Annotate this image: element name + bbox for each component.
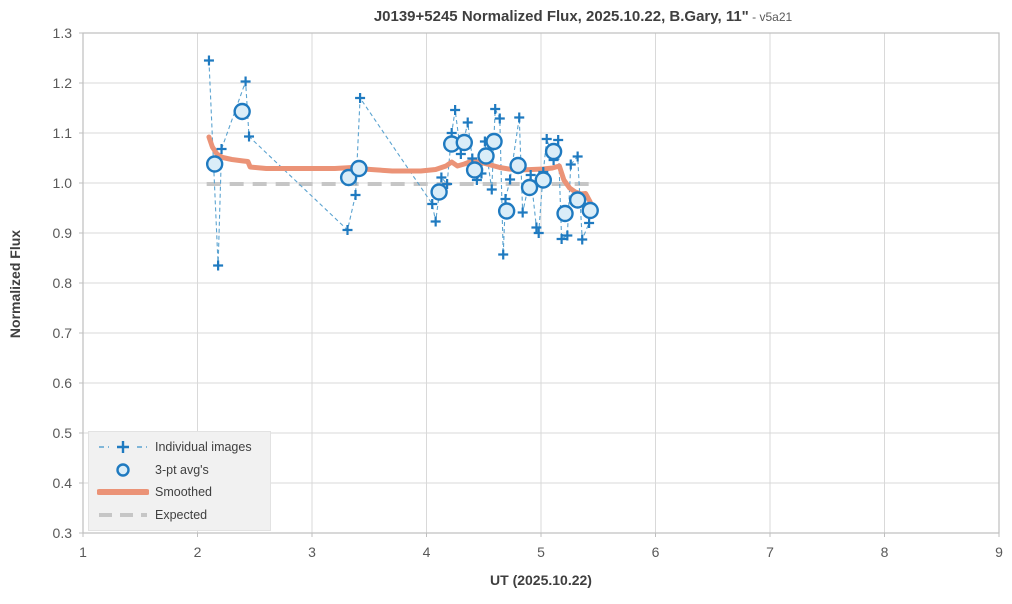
individual-image-marker [240, 76, 251, 87]
y-tick-label: 1.0 [53, 175, 73, 191]
three-pt-avg-marker [205, 155, 224, 173]
individual-image-marker [565, 159, 576, 170]
individual-image-marker [494, 113, 505, 124]
gray-dash-legend-icon [97, 506, 149, 524]
individual-image-marker [514, 112, 525, 123]
x-tick-label: 2 [194, 544, 202, 560]
individual-image-marker [427, 199, 438, 209]
three-pt-avg-marker [556, 204, 574, 223]
legend-item: 3-pt avg's [97, 459, 264, 482]
individual-image-marker [450, 105, 461, 115]
y-axis-title: Normalized Flux [7, 229, 23, 339]
individual-image-marker [213, 260, 224, 271]
x-tick-label: 3 [308, 544, 316, 560]
individual-image-marker [436, 172, 447, 183]
plus-dash-legend-icon [97, 438, 149, 456]
three-pt-avg-marker [233, 102, 251, 121]
individual-image-marker [350, 190, 361, 200]
individual-image-marker [584, 218, 595, 228]
individual-image-marker [533, 228, 544, 238]
three-pt-avg-marker [544, 142, 563, 161]
individual-image-marker [562, 230, 573, 241]
y-tick-label: 0.6 [53, 375, 73, 391]
three-pt-avg-marker [509, 156, 527, 175]
y-tick-label: 0.4 [53, 475, 73, 491]
chart-title: J0139+5245 Normalized Flux, 2025.10.22, … [166, 8, 1000, 25]
legend-item: Individual images [97, 436, 264, 459]
individual-image-marker [553, 135, 564, 145]
three-pt-avg-marker [455, 133, 473, 152]
three-pt-avg-marker [350, 159, 368, 178]
y-tick-label: 0.9 [53, 225, 73, 241]
legend: Individual images 3-pt avg's Smoothed Expec… [88, 431, 271, 531]
individual-image-marker [500, 194, 511, 204]
series-individual-line [208, 60, 590, 266]
y-tick-label: 0.5 [53, 425, 73, 441]
individual-image-marker [486, 184, 497, 195]
legend-item: Smoothed [96, 481, 264, 504]
three-pt-avg-marker [534, 171, 552, 189]
x-tick-label: 4 [423, 544, 431, 560]
y-tick-label: 0.8 [53, 275, 73, 291]
open-circle-legend-icon [97, 461, 149, 479]
individual-image-marker [572, 151, 583, 162]
individual-image-marker [244, 131, 255, 142]
individual-image-marker [498, 249, 509, 260]
individual-image-marker [531, 222, 542, 233]
three-pt-avg-marker [477, 147, 495, 165]
individual-image-marker [490, 104, 501, 114]
series-smoothed-line [206, 134, 593, 205]
x-tick-label: 6 [652, 544, 660, 560]
thick-line-legend-icon [96, 483, 150, 501]
chart-title-version: - v5a21 [748, 10, 793, 24]
individual-image-marker [505, 174, 516, 185]
individual-image-marker [442, 179, 453, 189]
x-tick-label: 9 [995, 544, 1003, 560]
individual-image-marker [203, 55, 214, 66]
individual-image-marker [430, 216, 441, 227]
individual-image-marker [577, 234, 588, 245]
y-tick-label: 0.3 [53, 525, 73, 541]
y-tick-label: 0.7 [53, 325, 73, 341]
y-tick-label: 1.2 [53, 75, 73, 91]
three-pt-avg-marker [568, 191, 587, 209]
individual-image-marker [462, 117, 473, 128]
individual-image-marker [556, 234, 567, 244]
legend-item-label: 3-pt avg's [155, 462, 209, 477]
legend-item-label: Expected [155, 507, 208, 522]
individual-image-marker [342, 225, 353, 235]
x-tick-label: 7 [766, 544, 774, 560]
y-tick-label: 1.1 [53, 125, 73, 141]
legend-item: Expected [97, 504, 264, 527]
x-axis-title: UT (2025.10.22) [490, 572, 592, 588]
x-tick-label: 1 [79, 544, 87, 560]
x-tick-label: 8 [881, 544, 889, 560]
individual-image-marker [216, 144, 227, 154]
three-pt-avg-marker [485, 132, 503, 151]
three-pt-avg-marker [520, 178, 539, 197]
individual-image-marker [525, 170, 536, 180]
three-pt-avg-marker [497, 202, 516, 220]
three-pt-avg-marker [581, 201, 599, 220]
legend-item-label: Smoothed [155, 485, 212, 500]
y-tick-label: 1.3 [53, 25, 73, 41]
legend-item-label: Individual images [155, 440, 252, 455]
individual-image-marker [517, 207, 528, 218]
individual-image-marker [355, 93, 366, 103]
three-pt-avg-marker [465, 161, 484, 179]
individual-image-marker [455, 149, 466, 159]
individual-image-marker [541, 134, 552, 144]
three-pt-avg-marker [430, 183, 448, 201]
chart-title-main: J0139+5245 Normalized Flux, 2025.10.22, … [373, 8, 749, 25]
x-tick-label: 5 [537, 544, 545, 560]
